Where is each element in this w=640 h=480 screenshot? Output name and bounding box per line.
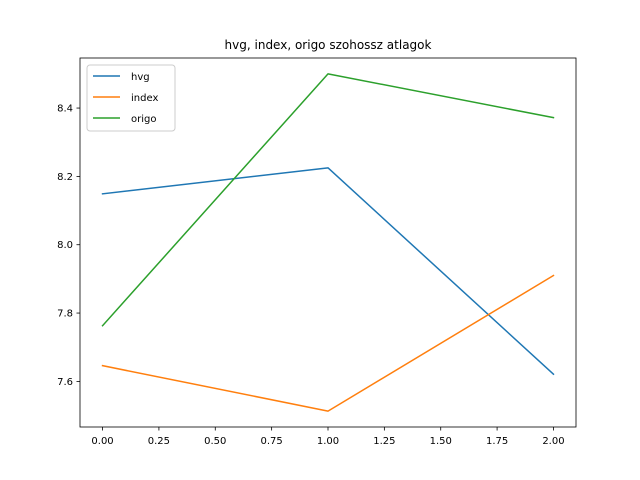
y-tick-label: 8.2: [57, 172, 73, 183]
chart-title: hvg, index, origo szohossz atlagok: [225, 38, 432, 52]
legend: hvg index origo: [86, 64, 176, 132]
series-line-hvg: [101, 167, 555, 376]
y-tick-label: 8.0: [57, 240, 73, 251]
y-tick-label: 8.4: [57, 104, 73, 115]
plot-area: 0.00 0.25 0.50 0.75 1.00 1.25 1.50 1.75 2.00 7.6 7…: [57, 57, 577, 447]
legend-label-index: index: [131, 93, 158, 104]
y-tick-label: 7.6: [57, 377, 73, 388]
x-tick-label: 0.50: [204, 436, 226, 447]
x-tick-label: 1.50: [430, 436, 452, 447]
x-tick-label: 1.75: [486, 436, 508, 447]
series-line-origo: [101, 73, 555, 327]
x-tick-label: 2.00: [542, 436, 564, 447]
x-tick-label: 1.00: [317, 436, 339, 447]
x-tick-label: 1.25: [373, 436, 395, 447]
legend-box: [86, 64, 176, 132]
legend-label-origo: origo: [131, 114, 156, 125]
x-tick-label: 0.25: [148, 436, 170, 447]
x-tick-label: 0.75: [261, 436, 283, 447]
legend-label-hvg: hvg: [131, 72, 150, 83]
x-tick-label: 0.00: [91, 436, 113, 447]
y-tick-label: 7.8: [57, 309, 73, 320]
series-line-index: [101, 274, 555, 412]
